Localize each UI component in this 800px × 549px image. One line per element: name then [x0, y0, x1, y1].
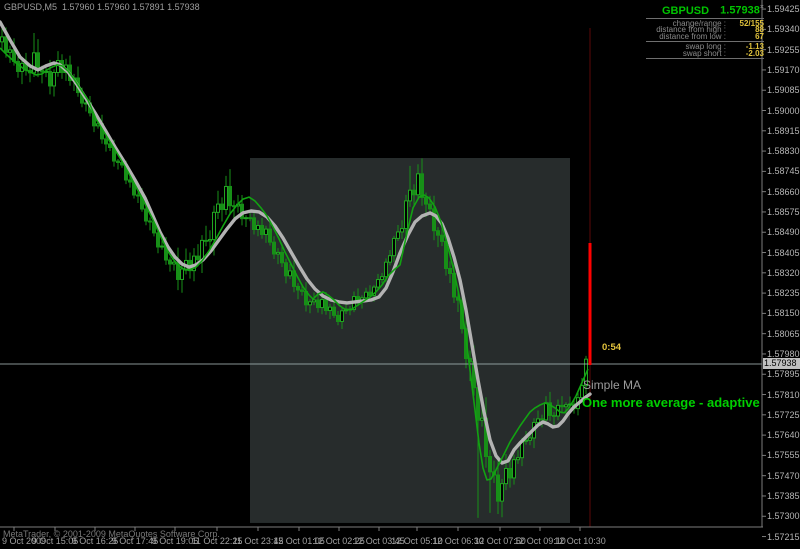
quote-price: 1.57938× [720, 4, 764, 17]
ma-label-adaptive: One more average - adaptive [582, 395, 760, 410]
panel-divider [646, 41, 764, 43]
time-axis-label: 9 Oct 17:45 [111, 536, 159, 546]
price-axis-label: 1.57810 [767, 389, 800, 400]
price-axis-label: 1.57725 [767, 409, 800, 420]
highlight-region [250, 158, 570, 523]
panel-row-swap-long: swap long : -1.13 [685, 42, 764, 52]
price-axis-label: 1.58490 [767, 227, 800, 238]
panel-row-distance-high: distance from high : 88 [656, 25, 764, 35]
current-price-badge: 1.57938 [763, 358, 800, 369]
price-axis-label: 1.58830 [767, 146, 800, 157]
panel-row-change-range: change/range : 52/155 [672, 18, 764, 28]
price-axis-label: 1.59425 [767, 4, 800, 15]
price-axis-label: 1.59170 [767, 64, 800, 75]
price-axis-label: 1.58065 [767, 328, 800, 339]
time-axis-label: 12 Oct 03:45 [353, 536, 405, 546]
quote-panel-header: GBPUSD 1.57938× [646, 2, 764, 17]
time-axis-label: 12 Oct 01:05 [273, 536, 325, 546]
time-axis-label: 12 Oct 05:10 [391, 536, 443, 546]
panel-divider [646, 17, 764, 19]
price-axis-label: 1.59340 [767, 24, 800, 35]
candle-countdown-label: 0:54 [602, 342, 622, 353]
price-axis-label: 1.57300 [767, 511, 800, 522]
price-axis-label: 1.57470 [767, 470, 800, 481]
ohlc-readout: GBPUSD,M5 1.57960 1.57960 1.57891 1.5793… [4, 2, 200, 12]
price-axis-label: 1.59255 [767, 44, 800, 55]
time-axis-label: 12 Oct 06:30 [432, 536, 484, 546]
panel-row-swap-short: swap short : -2.03 [682, 48, 764, 58]
time-axis-label: 11 Oct 23:45 [232, 536, 284, 546]
price-axis-label: 1.58745 [767, 166, 800, 177]
time-axis-label: 12 Oct 09:10 [514, 536, 566, 546]
time-axis-label: 12 Oct 07:50 [474, 536, 526, 546]
time-axis-label: 9 Oct 16:25 [71, 536, 119, 546]
time-axis-label: 9 Oct 2009 [2, 536, 47, 546]
time-axis-label: 12 Oct 10:30 [554, 536, 606, 546]
ma-adaptive-line [0, 47, 589, 481]
ma-label-simple: Simple MA [583, 378, 642, 392]
time-axis-label: 12 Oct 02:25 [313, 536, 365, 546]
price-axis-label: 1.57640 [767, 430, 800, 441]
price-axis-label: 1.58660 [767, 186, 800, 197]
quote-symbol: GBPUSD [662, 4, 710, 17]
tick-direction-icon: × [759, 4, 764, 11]
price-axis-label: 1.57215 [767, 531, 800, 542]
price-axis-label: 1.58150 [767, 308, 800, 319]
price-axis-label: 1.58235 [767, 288, 800, 299]
price-axis-label: 1.57895 [767, 369, 800, 380]
price-axis-label: 1.59085 [767, 85, 800, 96]
price-axis-label: 1.58915 [767, 125, 800, 136]
copyright-note: MetaTrader, © 2001-2009 MetaQuotes Softw… [3, 529, 220, 539]
price-axis-label: 1.58320 [767, 267, 800, 278]
price-axis-label: 1.59000 [767, 105, 800, 116]
time-axis-label: 11 Oct 22:25 [191, 536, 243, 546]
quote-panel: GBPUSD 1.57938× change/range : 52/155 di… [646, 2, 764, 61]
price-axis-label: 1.58575 [767, 206, 800, 217]
time-axis-label: 9 Oct 19:05 [151, 536, 199, 546]
price-axis-label: 1.57555 [767, 450, 800, 461]
time-axis-label: 9 Oct 15:05 [31, 536, 79, 546]
price-axis-label: 1.58405 [767, 247, 800, 258]
panel-row-distance-low: distance from low : 67 [659, 31, 764, 41]
price-axis-label: 1.57980 [767, 348, 800, 359]
panel-divider [646, 58, 764, 60]
price-axis-label: 1.57385 [767, 490, 800, 501]
